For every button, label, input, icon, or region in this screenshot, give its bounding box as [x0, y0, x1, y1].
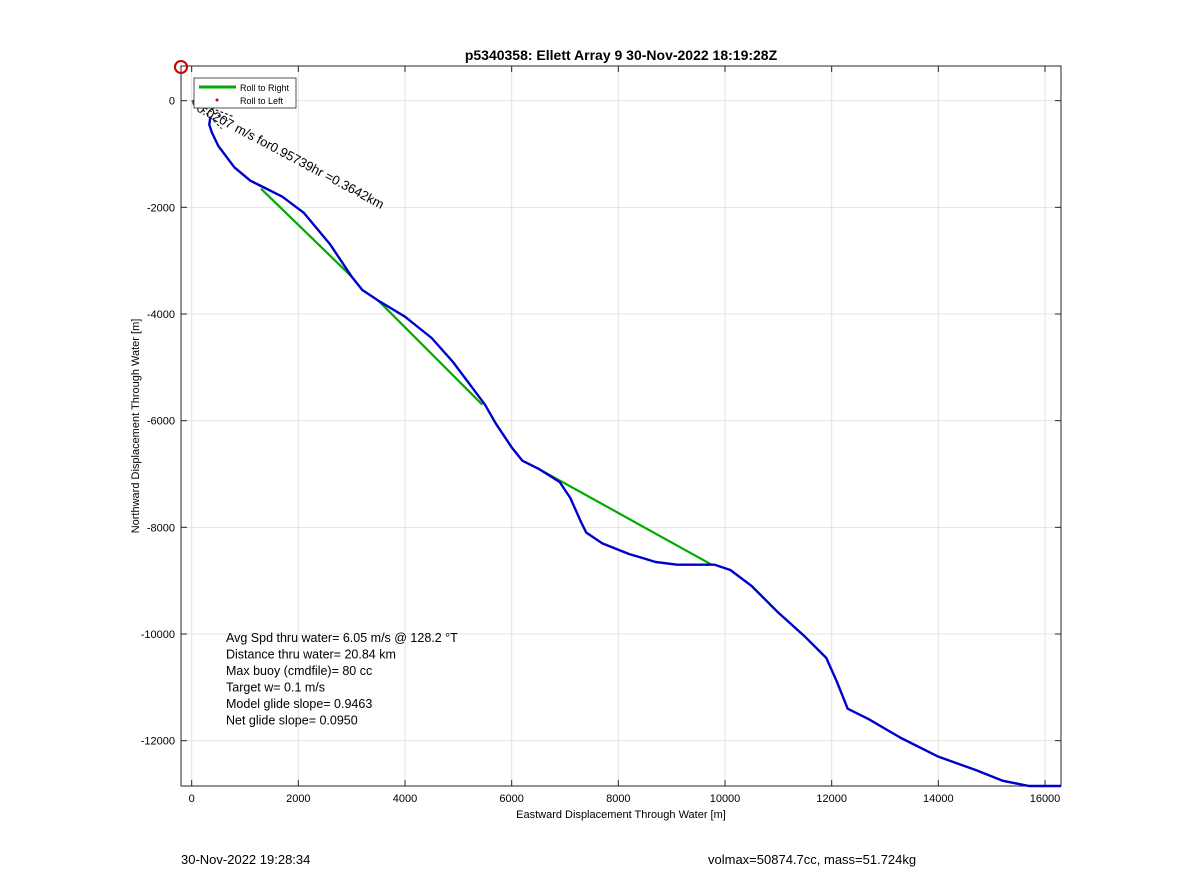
legend-box [193, 77, 297, 109]
stats-line-0: Avg Spd thru water= 6.05 m/s @ 128.2 °T [226, 631, 458, 645]
y-tick-label-0: 0 [169, 96, 175, 108]
footer-volmax-mass: volmax=50874.7cc, mass=51.724kg [708, 852, 917, 867]
x-tick-label-4: 8000 [606, 793, 630, 805]
x-tick-label-0: 0 [189, 793, 195, 805]
y-axis-label: Northward Displacement Through Water [m] [130, 319, 142, 534]
y-tick-label-3: -6000 [147, 416, 175, 428]
axes-box [180, 65, 1062, 787]
stats-line-5: Net glide slope= 0.0950 [226, 714, 358, 728]
x-axis-label: Eastward Displacement Through Water [m] [516, 809, 726, 821]
x-tick-label-1: 2000 [286, 793, 310, 805]
y-tick-label-6: -12000 [141, 736, 175, 748]
track-line [208, 116, 1061, 788]
stats-line-4: Model glide slope= 0.9463 [226, 697, 372, 711]
start-circle-marker [174, 60, 188, 74]
y-tick-label-2: -4000 [147, 309, 175, 321]
y-tick-label-5: -10000 [141, 629, 175, 641]
x-tick-label-2: 4000 [393, 793, 417, 805]
roll-right-segment-0 [260, 187, 353, 278]
stats-line-1: Distance thru water= 20.84 km [226, 648, 396, 662]
roll-right-segment-1 [377, 299, 484, 406]
x-tick-label-3: 6000 [499, 793, 523, 805]
chart-title: p5340358: Ellett Array 9 30-Nov-2022 18:… [465, 47, 778, 63]
y-tick-label-4: -8000 [147, 522, 175, 534]
y-tick-label-1: -2000 [147, 202, 175, 214]
x-tick-label-7: 14000 [923, 793, 954, 805]
x-tick-label-5: 10000 [710, 793, 741, 805]
roll-right-segment-2 [537, 467, 713, 566]
legend-roll-right-label: Roll to Right [240, 83, 290, 93]
stats-line-3: Target w= 0.1 m/s [226, 681, 325, 695]
footer-timestamp: 30-Nov-2022 19:28:34 [181, 852, 311, 867]
legend-roll-left-label: Roll to Left [240, 96, 284, 106]
x-tick-label-6: 12000 [816, 793, 847, 805]
legend-roll-left-swatch [215, 98, 219, 102]
x-tick-label-8: 16000 [1030, 793, 1061, 805]
stats-line-2: Max buoy (cmdfile)= 80 cc [226, 664, 372, 678]
legend: Roll to Right Roll to Left [193, 77, 297, 109]
